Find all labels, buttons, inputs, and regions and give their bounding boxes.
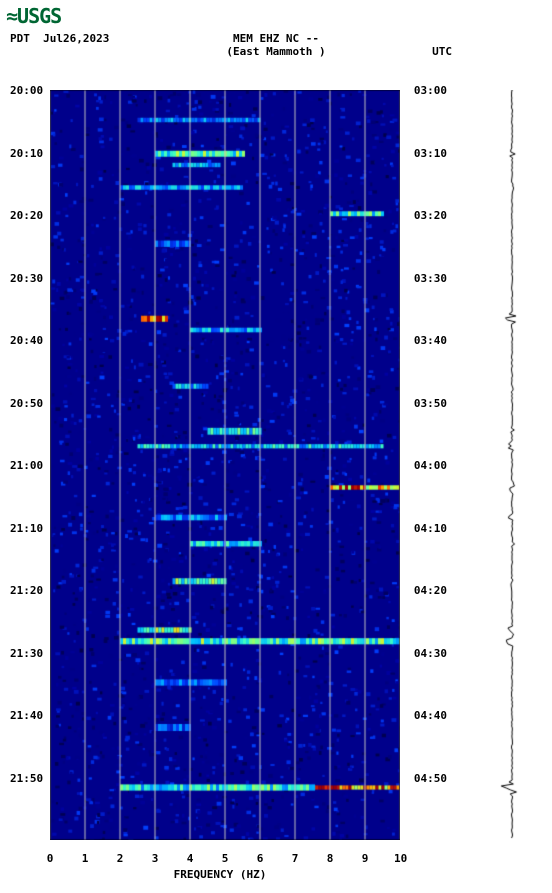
time-label-utc: 04:10 [414,522,447,535]
time-label-utc: 03:00 [414,84,447,97]
freq-label: 4 [184,852,196,865]
time-label-local: 21:50 [10,772,43,785]
time-label-local: 21:10 [10,522,43,535]
time-label-utc: 04:00 [414,459,447,472]
time-label-local: 20:40 [10,334,43,347]
time-label-local: 20:20 [10,209,43,222]
freq-label: 6 [254,852,266,865]
freq-label: 8 [324,852,336,865]
freq-label: 2 [114,852,126,865]
time-label-utc: 04:40 [414,709,447,722]
time-label-utc: 03:20 [414,209,447,222]
time-label-utc: 04:30 [414,647,447,660]
spectrogram-canvas [50,90,400,840]
freq-label: 10 [394,852,406,865]
freq-label: 5 [219,852,231,865]
time-label-local: 21:00 [10,459,43,472]
header-utc: UTC [432,45,452,58]
time-label-utc: 03:10 [414,147,447,160]
freq-label: 7 [289,852,301,865]
time-label-local: 20:50 [10,397,43,410]
spectrogram-plot [50,90,400,840]
x-axis-title: FREQUENCY (HZ) [0,868,440,881]
usgs-logo: ≈USGS [6,4,61,28]
time-label-utc: 03:50 [414,397,447,410]
header-station: MEM EHZ NC -- [233,32,319,45]
freq-label: 3 [149,852,161,865]
chart-header: PDT Jul26,2023 MEM EHZ NC -- (East Mammo… [0,32,552,58]
logo-text: USGS [17,4,61,28]
time-label-local: 21:40 [10,709,43,722]
freq-label: 1 [79,852,91,865]
time-label-utc: 04:20 [414,584,447,597]
time-label-local: 21:20 [10,584,43,597]
time-label-local: 20:10 [10,147,43,160]
header-date: PDT Jul26,2023 [10,32,109,45]
seismogram-canvas [482,90,542,840]
time-label-utc: 03:40 [414,334,447,347]
time-label-utc: 03:30 [414,272,447,285]
logo-wave-icon: ≈ [6,4,17,28]
time-label-utc: 04:50 [414,772,447,785]
time-label-local: 20:00 [10,84,43,97]
header-location: (East Mammoth ) [226,45,325,58]
freq-label: 9 [359,852,371,865]
time-label-local: 20:30 [10,272,43,285]
freq-label: 0 [44,852,56,865]
time-label-local: 21:30 [10,647,43,660]
